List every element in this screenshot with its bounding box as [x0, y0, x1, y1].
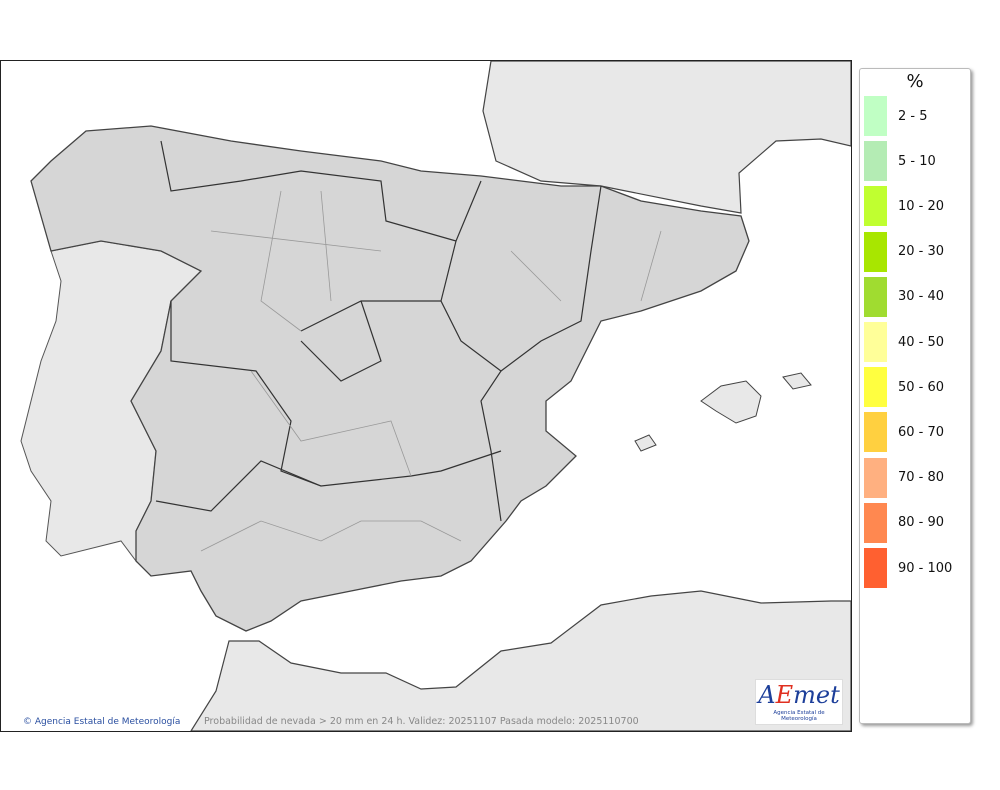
legend-item: 5 - 10 [864, 141, 936, 182]
legend: % 2 - 5 5 - 10 10 - 20 20 - 30 30 - 40 40 - 5… [859, 68, 971, 724]
legend-swatch [864, 186, 887, 227]
legend-label: 90 - 100 [898, 560, 953, 576]
legend-item: 40 - 50 [864, 322, 944, 362]
legend-swatch [864, 231, 887, 272]
legend-swatch [864, 322, 887, 362]
copyright-credit: © Agencia Estatal de Meteorología [23, 717, 180, 727]
ibiza-island [634, 434, 657, 452]
logo-subtext: Agencia Estatal de Meteorología [773, 710, 825, 722]
legend-item: 60 - 70 [864, 412, 945, 453]
spain-land [30, 125, 750, 632]
legend-label: 5 - 10 [898, 153, 936, 169]
legend-swatch [864, 457, 887, 498]
menorca-island [782, 372, 812, 390]
legend-label: 40 - 50 [898, 334, 945, 350]
legend-item: 90 - 100 [864, 548, 952, 588]
legend-swatch [864, 141, 887, 182]
copyright-icon: © [23, 717, 32, 727]
region-borders [155, 140, 602, 522]
legend-item: 30 - 40 [864, 276, 945, 317]
legend-label: 20 - 30 [898, 244, 945, 260]
legend-label: 70 - 80 [898, 470, 945, 486]
legend-item: 10 - 20 [864, 186, 945, 227]
aemet-logo: AEmet Agencia Estatal de Meteorología [755, 679, 843, 725]
legend-item: 50 - 60 [864, 367, 945, 408]
france-land [482, 61, 851, 214]
legend-label: 30 - 40 [898, 289, 945, 305]
logo-mark: AEmet [758, 681, 840, 709]
credit-text: Agencia Estatal de Meteorología [34, 717, 181, 727]
legend-label: 80 - 90 [898, 515, 945, 531]
legend-label: 10 - 20 [898, 198, 945, 214]
legend-label: 2 - 5 [898, 108, 928, 124]
legend-item: 2 - 5 [864, 96, 928, 136]
legend-label: 50 - 60 [898, 379, 945, 395]
legend-label: 60 - 70 [898, 424, 945, 440]
legend-swatch [864, 502, 887, 543]
africa-land [190, 590, 851, 731]
snowfall-probability-map: © Agencia Estatal de Meteorología Probab… [0, 60, 852, 732]
legend-title: % [906, 71, 924, 92]
legend-swatch [864, 276, 887, 317]
province-borders [200, 190, 662, 552]
legend-item: 20 - 30 [864, 231, 945, 272]
legend-swatch [864, 367, 887, 408]
legend-swatch [864, 412, 887, 453]
legend-item: 70 - 80 [864, 457, 945, 498]
mallorca-island [700, 380, 762, 424]
map-canvas [1, 61, 851, 731]
legend-item: 80 - 90 [864, 502, 945, 543]
legend-swatch [864, 548, 887, 588]
legend-swatch [864, 96, 887, 136]
map-caption: Probabilidad de nevada > 20 mm en 24 h. … [204, 716, 639, 727]
